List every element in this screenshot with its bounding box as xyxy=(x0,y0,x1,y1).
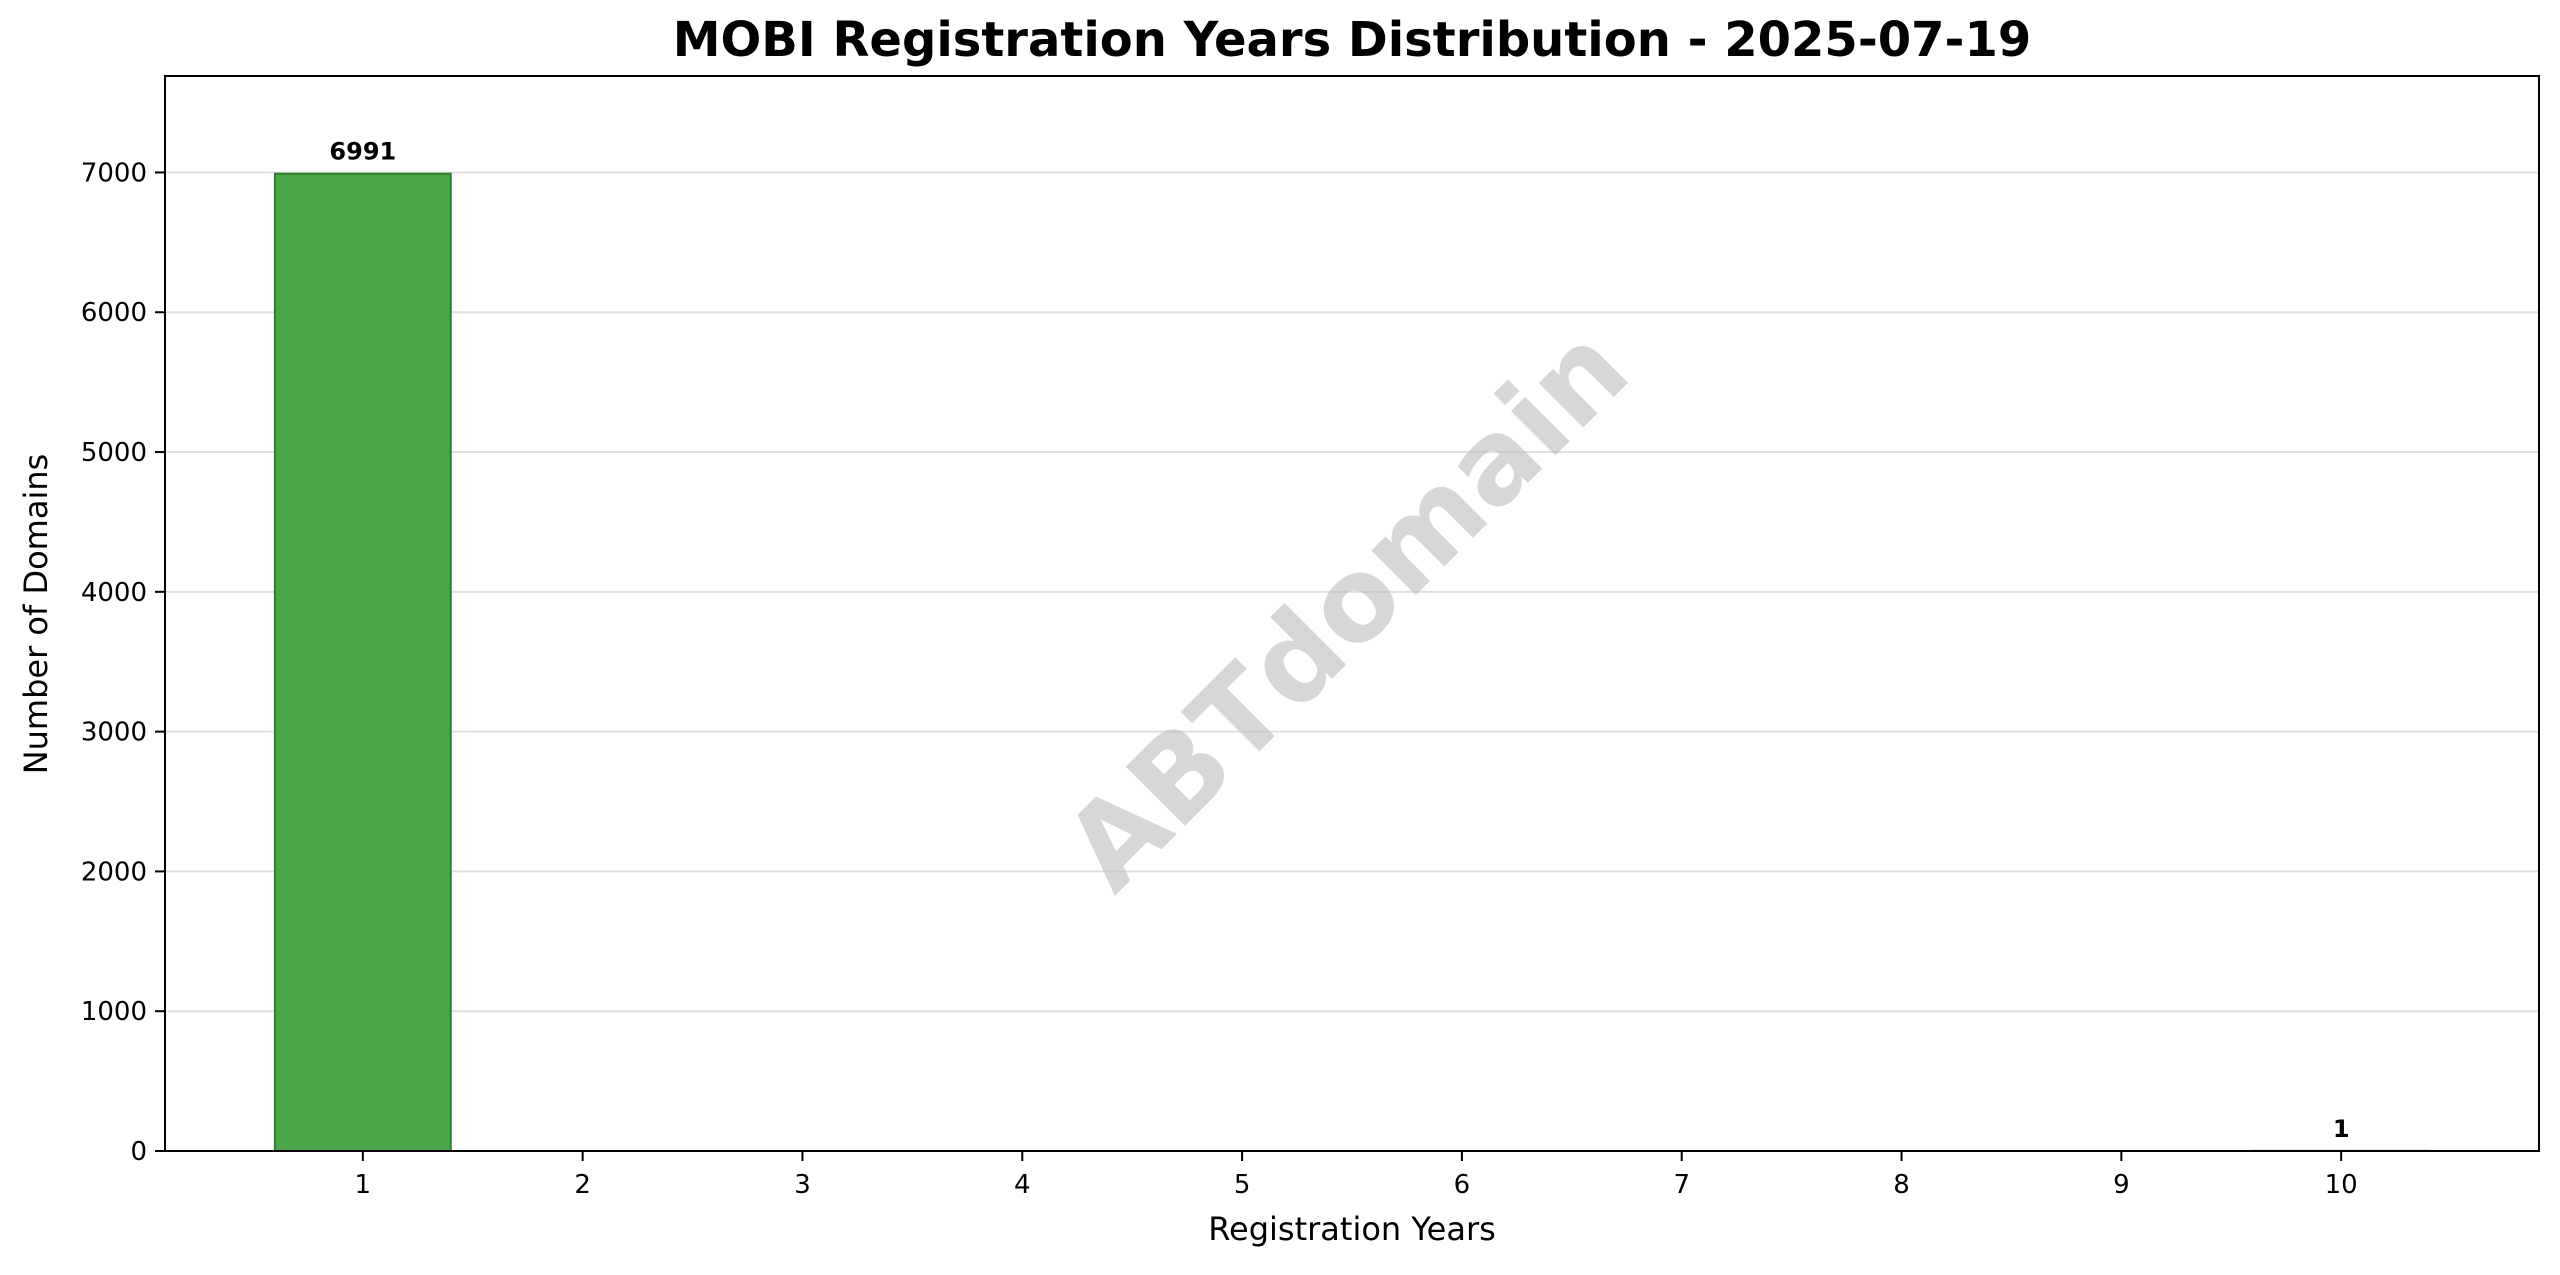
y-axis-label: Number of Domains xyxy=(17,454,55,775)
x-tick-label: 9 xyxy=(2113,1170,2130,1200)
x-tick-label: 6 xyxy=(1454,1170,1471,1200)
y-tick-label: 4000 xyxy=(81,578,147,608)
data-label: 6991 xyxy=(329,138,396,166)
x-tick-label: 3 xyxy=(794,1170,811,1200)
x-tick-label: 7 xyxy=(1673,1170,1690,1200)
x-tick-label: 2 xyxy=(574,1170,591,1200)
y-tick-label: 1000 xyxy=(81,997,147,1027)
y-tick-label: 0 xyxy=(130,1137,147,1167)
bar xyxy=(275,174,451,1151)
data-label: 1 xyxy=(2333,1115,2350,1143)
x-tick-label: 8 xyxy=(1893,1170,1910,1200)
y-tick-label: 3000 xyxy=(81,718,147,748)
x-tick-label: 4 xyxy=(1014,1170,1031,1200)
x-tick-label: 5 xyxy=(1234,1170,1251,1200)
chart-title: MOBI Registration Years Distribution - 2… xyxy=(673,12,2032,68)
y-tick-label: 6000 xyxy=(81,298,147,328)
y-tick-label: 5000 xyxy=(81,438,147,468)
y-tick-label: 7000 xyxy=(81,158,147,188)
x-axis-label: Registration Years xyxy=(1208,1210,1496,1248)
y-tick-label: 2000 xyxy=(81,857,147,887)
x-tick-label: 10 xyxy=(2325,1170,2358,1200)
x-tick-label: 1 xyxy=(355,1170,372,1200)
